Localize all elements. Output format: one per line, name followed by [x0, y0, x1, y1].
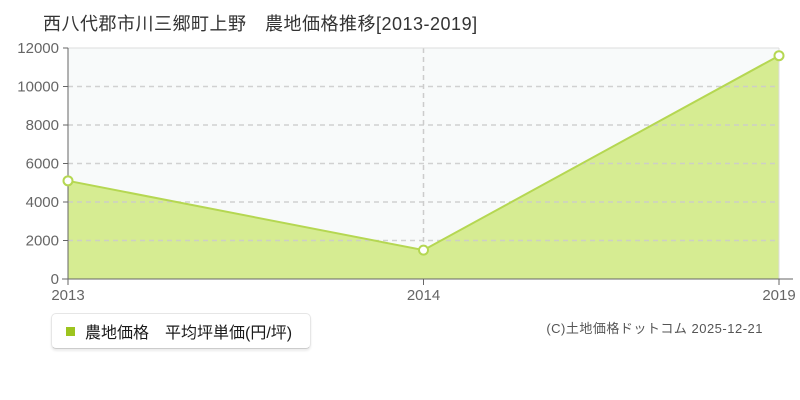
y-tick-label: 12000 — [17, 40, 59, 57]
y-tick-label: 2000 — [26, 233, 59, 250]
x-tick-label: 2019 — [762, 287, 795, 304]
data-point-marker[interactable] — [418, 244, 429, 256]
x-tick-label: 2013 — [51, 287, 84, 304]
chart-title: 西八代郡市川三郷町上野 農地価格推移[2013-2019] — [43, 14, 478, 34]
data-point-marker[interactable] — [773, 50, 785, 62]
legend: 農地価格 平均坪単価(円/坪) — [51, 313, 312, 349]
copyright-text: (C)土地価格ドットコム 2025-12-21 — [546, 321, 763, 336]
data-point-marker[interactable] — [62, 175, 74, 187]
legend-marker-square — [66, 326, 75, 336]
price-trend-chart: 0 2000 4000 6000 8000 10000 12000 2013 2014 2019 — [17, 40, 795, 304]
y-tick-label: 10000 — [17, 79, 59, 96]
x-tick-label: 2014 — [407, 287, 440, 304]
area-fill — [68, 55, 779, 280]
y-tick-label: 4000 — [26, 194, 59, 211]
y-tick-label: 6000 — [26, 156, 59, 173]
legend-label: 農地価格 平均坪単価(円/坪) — [85, 325, 293, 342]
y-tick-label: 8000 — [26, 117, 59, 134]
y-tick-label: 0 — [51, 271, 59, 288]
